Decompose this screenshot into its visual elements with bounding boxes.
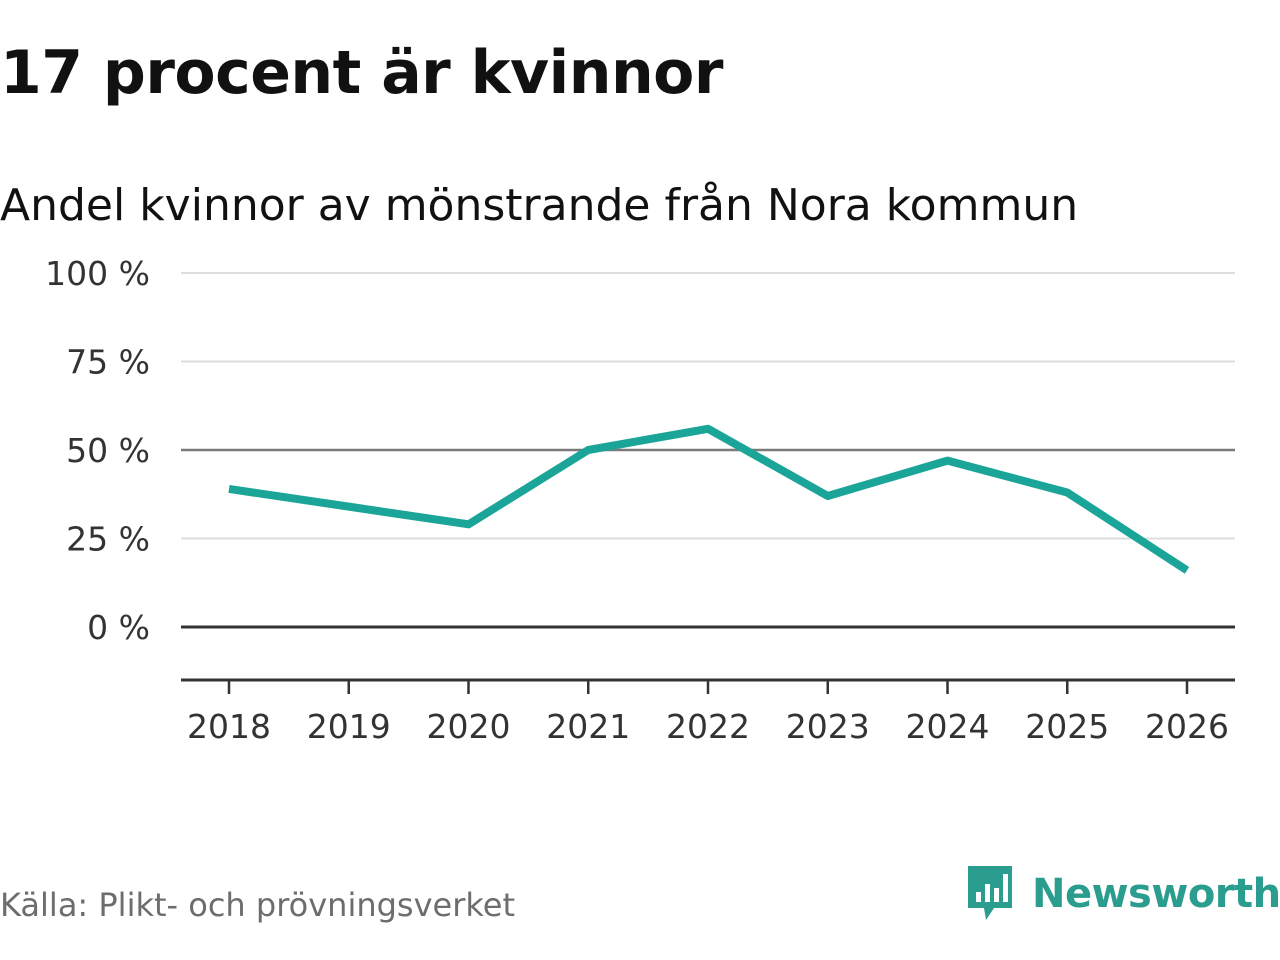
x-tick-label: 2021 <box>546 707 630 746</box>
newsworthy-logo-icon <box>968 866 1012 920</box>
line-chart: 100 % 75 % 50 % 25 % 0 % 2018 2019 2020 2021 202… <box>45 254 1235 746</box>
x-axis: 2018 2019 2020 2021 2022 2023 2024 2025 2026 <box>181 678 1235 746</box>
chart-subtitle: Andel kvinnor av mönstrande från Nora ko… <box>0 180 1079 231</box>
grid-lines <box>181 272 1235 629</box>
x-tick-label: 2022 <box>666 707 750 746</box>
x-tick-label: 2026 <box>1145 707 1229 746</box>
y-tick-label: 25 % <box>66 520 150 559</box>
y-tick-label: 100 % <box>45 254 150 293</box>
x-tick-label: 2018 <box>187 707 271 746</box>
x-tick-label: 2020 <box>427 707 511 746</box>
x-tick-label: 2023 <box>786 707 870 746</box>
y-tick-label: 75 % <box>66 343 150 382</box>
x-tick-label: 2025 <box>1025 707 1109 746</box>
chart-title: 17 procent är kvinnor <box>0 38 723 108</box>
series-layer <box>228 424 1190 574</box>
brand-name: Newsworthy <box>1032 871 1280 917</box>
x-tick-label: 2019 <box>307 707 391 746</box>
brand-logo: Newsworthy <box>964 864 1280 924</box>
y-axis-ticks: 100 % 75 % 50 % 25 % 0 % <box>45 254 150 647</box>
y-tick-label: 50 % <box>66 431 150 470</box>
x-tick-label: 2024 <box>906 707 990 746</box>
y-tick-label: 0 % <box>87 608 150 647</box>
source-note: Källa: Plikt- och prövningsverket <box>0 886 515 924</box>
